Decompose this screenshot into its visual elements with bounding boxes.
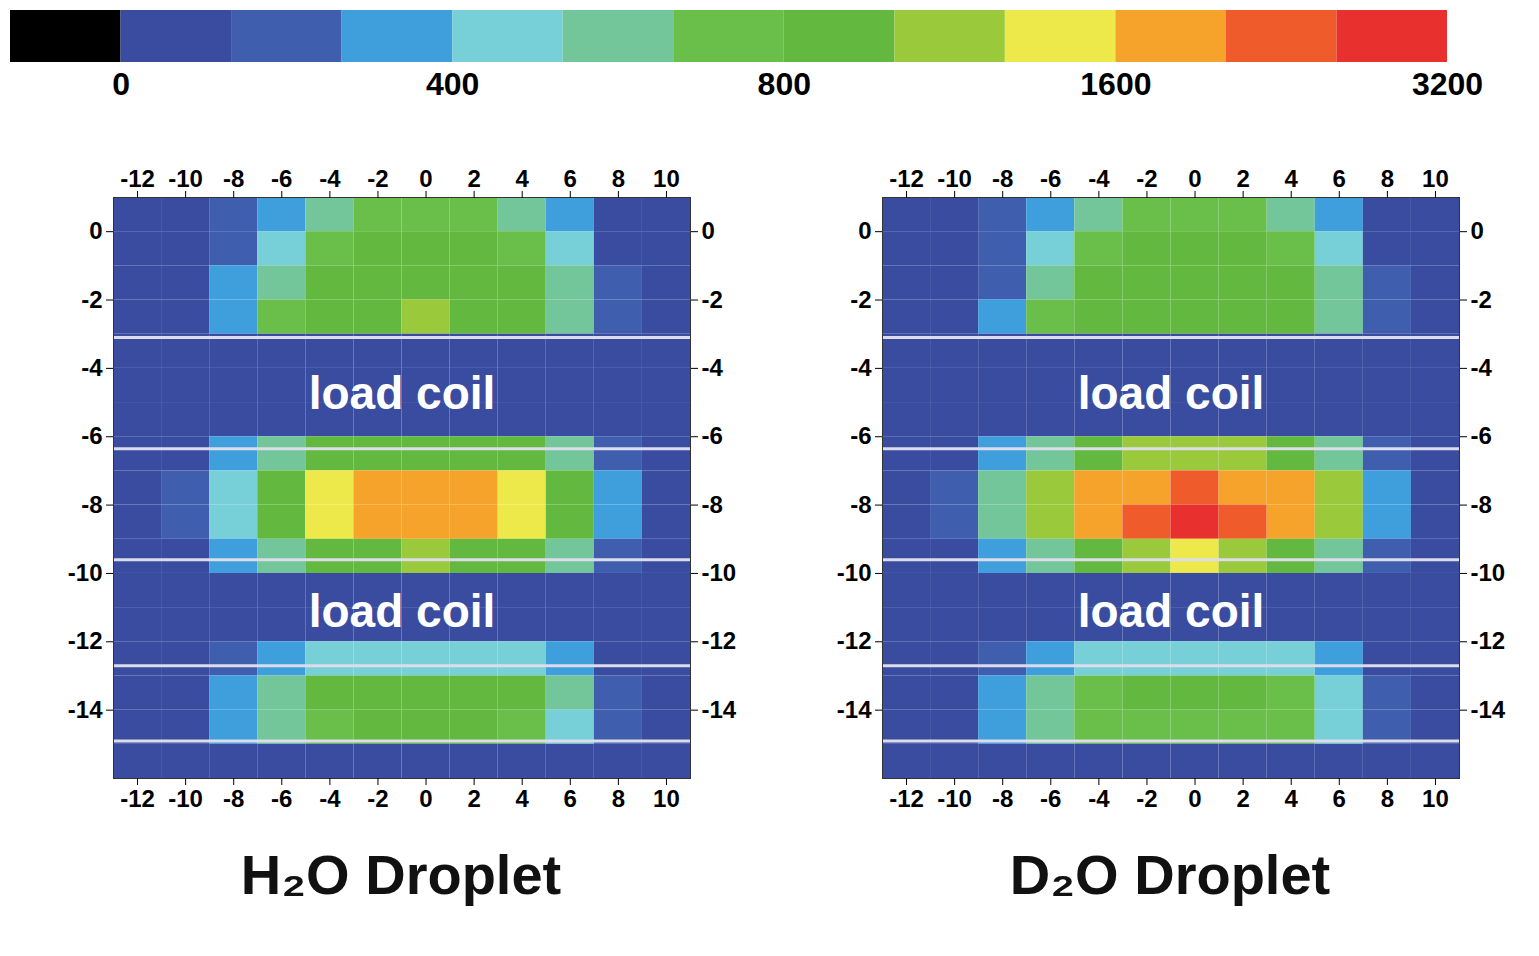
svg-text:-2: -2 (850, 286, 871, 313)
svg-text:0: 0 (89, 217, 102, 244)
svg-text:0: 0 (1188, 165, 1201, 192)
svg-text:-4: -4 (1088, 165, 1110, 192)
svg-text:-2: -2 (702, 286, 723, 313)
svg-text:-4: -4 (319, 785, 341, 812)
svg-text:4: 4 (1285, 785, 1299, 812)
svg-text:-2: -2 (1136, 785, 1157, 812)
svg-text:0: 0 (419, 165, 432, 192)
svg-text:2: 2 (467, 785, 480, 812)
svg-text:-12: -12 (68, 627, 103, 654)
svg-text:1600: 1600 (1080, 66, 1151, 102)
svg-text:-12: -12 (120, 165, 155, 192)
svg-text:-4: -4 (1088, 785, 1110, 812)
svg-text:-2: -2 (367, 165, 388, 192)
svg-text:-10: -10 (702, 559, 737, 586)
svg-text:0: 0 (1471, 217, 1484, 244)
html-text:D₂O Droplet: D₂O Droplet (1009, 843, 1331, 906)
svg-text:-8: -8 (1471, 491, 1492, 518)
svg-text:0: 0 (702, 217, 715, 244)
svg-text:-6: -6 (81, 422, 102, 449)
svg-text:-12: -12 (889, 785, 924, 812)
svg-text:-4: -4 (702, 354, 724, 381)
svg-text:6: 6 (564, 165, 577, 192)
svg-text:-14: -14 (702, 696, 737, 723)
svg-text:8: 8 (612, 785, 625, 812)
svg-text:6: 6 (1333, 785, 1346, 812)
svg-text:-10: -10 (168, 165, 203, 192)
svg-text:-6: -6 (271, 785, 292, 812)
svg-text:-10: -10 (1471, 559, 1506, 586)
svg-text:-10: -10 (68, 559, 103, 586)
svg-text:2: 2 (1236, 785, 1249, 812)
svg-text:-8: -8 (223, 785, 244, 812)
svg-text:10: 10 (653, 165, 680, 192)
svg-text:-4: -4 (1471, 354, 1493, 381)
svg-text:-8: -8 (81, 491, 102, 518)
svg-text:-6: -6 (1040, 165, 1061, 192)
svg-text:load coil: load coil (1078, 585, 1265, 637)
svg-text:load coil: load coil (1078, 367, 1265, 419)
svg-text:load coil: load coil (309, 585, 496, 637)
svg-text:0: 0 (1188, 785, 1201, 812)
svg-text:-4: -4 (319, 165, 341, 192)
svg-text:800: 800 (758, 66, 811, 102)
svg-text:6: 6 (564, 785, 577, 812)
svg-text:-6: -6 (1040, 785, 1061, 812)
svg-text:-6: -6 (1471, 422, 1492, 449)
svg-text:-6: -6 (271, 165, 292, 192)
svg-text:10: 10 (653, 785, 680, 812)
svg-text:-8: -8 (850, 491, 871, 518)
svg-text:-2: -2 (367, 785, 388, 812)
svg-text:6: 6 (1333, 165, 1346, 192)
svg-text:4: 4 (516, 785, 530, 812)
svg-text:-14: -14 (837, 696, 872, 723)
svg-text:2: 2 (1236, 165, 1249, 192)
svg-text:-12: -12 (120, 785, 155, 812)
svg-text:0: 0 (858, 217, 871, 244)
svg-text:0: 0 (112, 66, 130, 102)
svg-text:-8: -8 (992, 785, 1013, 812)
svg-text:8: 8 (612, 165, 625, 192)
svg-text:-8: -8 (223, 165, 244, 192)
svg-text:-14: -14 (68, 696, 103, 723)
svg-text:400: 400 (426, 66, 479, 102)
svg-text:-12: -12 (889, 165, 924, 192)
svg-text:8: 8 (1381, 785, 1394, 812)
svg-text:8: 8 (1381, 165, 1394, 192)
svg-text:-10: -10 (837, 559, 872, 586)
svg-text:-12: -12 (837, 627, 872, 654)
svg-text:-8: -8 (992, 165, 1013, 192)
svg-text:-6: -6 (702, 422, 723, 449)
svg-text:-14: -14 (1471, 696, 1506, 723)
html-text:H₂O Droplet: H₂O Droplet (240, 843, 562, 906)
svg-text:2: 2 (467, 165, 480, 192)
svg-text:3200: 3200 (1412, 66, 1483, 102)
svg-text:4: 4 (516, 165, 530, 192)
svg-text:-10: -10 (937, 165, 972, 192)
svg-text:-6: -6 (850, 422, 871, 449)
svg-text:-4: -4 (850, 354, 872, 381)
svg-text:-8: -8 (702, 491, 723, 518)
svg-text:10: 10 (1422, 785, 1449, 812)
svg-text:-4: -4 (81, 354, 103, 381)
svg-text:-12: -12 (1471, 627, 1506, 654)
svg-text:-12: -12 (702, 627, 737, 654)
svg-text:10: 10 (1422, 165, 1449, 192)
svg-text:-2: -2 (1471, 286, 1492, 313)
svg-text:4: 4 (1285, 165, 1299, 192)
svg-text:-2: -2 (1136, 165, 1157, 192)
svg-text:-10: -10 (937, 785, 972, 812)
svg-text:-10: -10 (168, 785, 203, 812)
svg-text:-2: -2 (81, 286, 102, 313)
svg-text:0: 0 (419, 785, 432, 812)
svg-text:load coil: load coil (309, 367, 496, 419)
